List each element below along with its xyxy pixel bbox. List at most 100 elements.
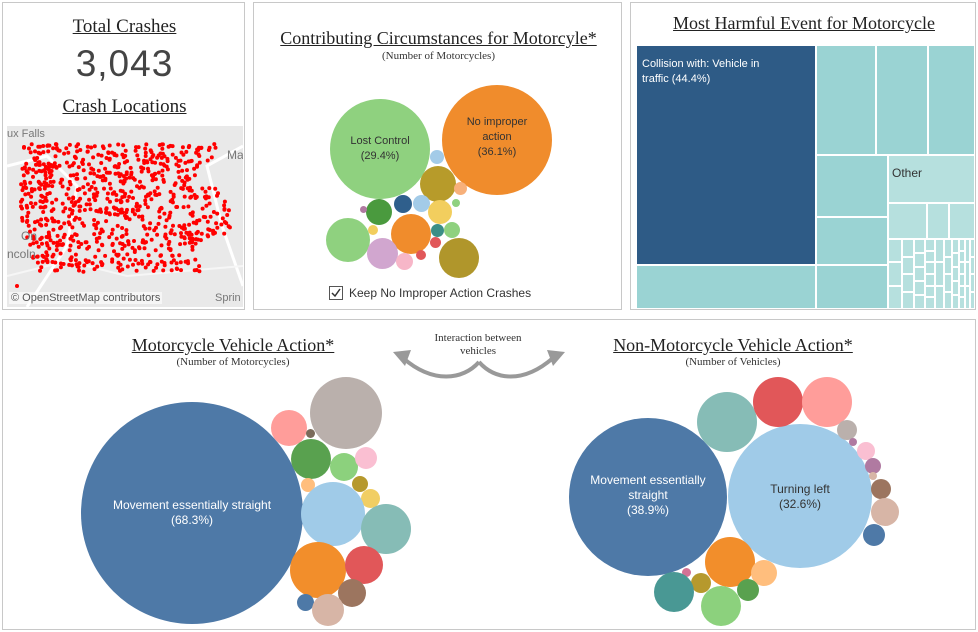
crash-dot[interactable] — [73, 252, 78, 257]
tile[interactable] — [935, 239, 944, 263]
crash-dot[interactable] — [179, 186, 184, 191]
crash-dot[interactable] — [34, 170, 39, 175]
crash-dot[interactable] — [33, 220, 37, 225]
crash-dot[interactable] — [177, 224, 182, 228]
crash-dot[interactable] — [131, 196, 135, 200]
bubble-small[interactable] — [396, 253, 413, 270]
crash-dot[interactable] — [32, 156, 37, 161]
bubble-small[interactable] — [413, 195, 430, 212]
bubble-small[interactable] — [326, 218, 370, 262]
tile[interactable] — [928, 45, 975, 155]
crash-dot[interactable] — [139, 165, 144, 170]
crash-dot[interactable] — [181, 226, 186, 231]
crash-dot[interactable] — [222, 199, 227, 204]
crash-dot[interactable] — [215, 211, 220, 216]
crash-dot[interactable] — [39, 193, 44, 198]
crash-dot[interactable] — [40, 241, 44, 246]
crash-dot[interactable] — [77, 268, 81, 273]
crash-dot[interactable] — [177, 175, 182, 180]
crash-dot[interactable] — [79, 242, 84, 246]
crash-dot[interactable] — [105, 191, 110, 196]
crash-dot[interactable] — [184, 230, 189, 235]
crash-dot[interactable] — [214, 221, 219, 226]
crash-dot[interactable] — [34, 240, 39, 245]
tile[interactable] — [965, 262, 970, 286]
bubble-small[interactable] — [439, 238, 479, 278]
crash-dot[interactable] — [99, 227, 104, 232]
crash-dot[interactable] — [68, 207, 72, 212]
crash-dot[interactable] — [31, 255, 36, 260]
bubble-small[interactable] — [391, 214, 431, 254]
crash-dot[interactable] — [54, 146, 59, 150]
crash-dot[interactable] — [116, 260, 121, 265]
crash-dot[interactable] — [50, 184, 55, 189]
crash-dot[interactable] — [47, 246, 52, 251]
crash-dot[interactable] — [68, 182, 73, 187]
crash-dot[interactable] — [20, 206, 24, 211]
crash-dot[interactable] — [25, 235, 30, 240]
crash-dot[interactable] — [123, 148, 128, 153]
crash-dot[interactable] — [39, 217, 44, 222]
crash-dot[interactable] — [131, 262, 135, 267]
crash-dot[interactable] — [77, 216, 82, 221]
crash-dot[interactable] — [38, 205, 43, 210]
crash-dot[interactable] — [138, 179, 142, 184]
crash-dot[interactable] — [110, 150, 115, 155]
crash-dot[interactable] — [116, 142, 121, 147]
crash-dot[interactable] — [110, 191, 115, 196]
crash-dot[interactable] — [206, 227, 211, 232]
crash-dot[interactable] — [196, 152, 201, 157]
crash-dot[interactable] — [48, 238, 53, 243]
tile[interactable] — [970, 256, 975, 274]
crash-dot[interactable] — [93, 186, 98, 191]
crash-dot[interactable] — [51, 146, 56, 151]
crash-dot[interactable] — [77, 187, 82, 192]
crash-dot[interactable] — [23, 185, 28, 190]
crash-dot[interactable] — [105, 196, 110, 201]
crash-dot[interactable] — [192, 193, 197, 197]
bubble-small[interactable] — [360, 206, 367, 213]
crash-dot[interactable] — [46, 167, 51, 172]
crash-dot[interactable] — [38, 222, 42, 227]
crash-dot[interactable] — [207, 186, 212, 191]
crash-dot[interactable] — [222, 203, 227, 208]
crash-dot[interactable] — [31, 167, 36, 172]
crash-dot[interactable] — [81, 185, 86, 190]
crash-dot[interactable] — [178, 260, 183, 265]
tile[interactable] — [952, 239, 959, 253]
crash-dot[interactable] — [120, 226, 125, 230]
tile[interactable] — [914, 267, 925, 281]
crash-dot[interactable] — [50, 200, 55, 205]
bubble[interactable] — [291, 439, 331, 479]
crash-dot[interactable] — [116, 171, 121, 176]
crash-dot[interactable] — [190, 247, 195, 252]
crash-dot[interactable] — [147, 226, 152, 231]
tile[interactable] — [944, 291, 952, 309]
crash-dot[interactable] — [164, 218, 169, 223]
crash-dot[interactable] — [139, 169, 144, 174]
crash-dot[interactable] — [43, 170, 48, 175]
crash-dot[interactable] — [29, 187, 34, 191]
crash-dot[interactable] — [178, 158, 183, 163]
crash-dot[interactable] — [115, 223, 120, 228]
tile[interactable] — [959, 262, 965, 274]
crash-dot[interactable] — [187, 240, 192, 245]
tile[interactable] — [888, 262, 902, 286]
tile[interactable] — [959, 274, 965, 286]
crash-dot[interactable] — [84, 202, 89, 207]
crash-dot[interactable] — [31, 234, 36, 239]
crash-dot[interactable] — [35, 254, 40, 259]
crash-dot[interactable] — [100, 178, 105, 183]
crash-dot[interactable] — [57, 163, 62, 168]
crash-dot[interactable] — [182, 241, 187, 246]
crash-dot[interactable] — [154, 193, 159, 197]
crash-dot[interactable] — [174, 266, 179, 271]
bubble[interactable] — [312, 594, 344, 626]
crash-dot[interactable] — [121, 143, 126, 148]
crash-dot[interactable] — [98, 174, 103, 179]
crash-dot[interactable] — [37, 186, 42, 191]
crash-dot[interactable] — [54, 248, 59, 252]
bubble[interactable] — [865, 458, 881, 474]
crash-dot[interactable] — [150, 178, 155, 183]
crash-dot[interactable] — [207, 145, 212, 150]
